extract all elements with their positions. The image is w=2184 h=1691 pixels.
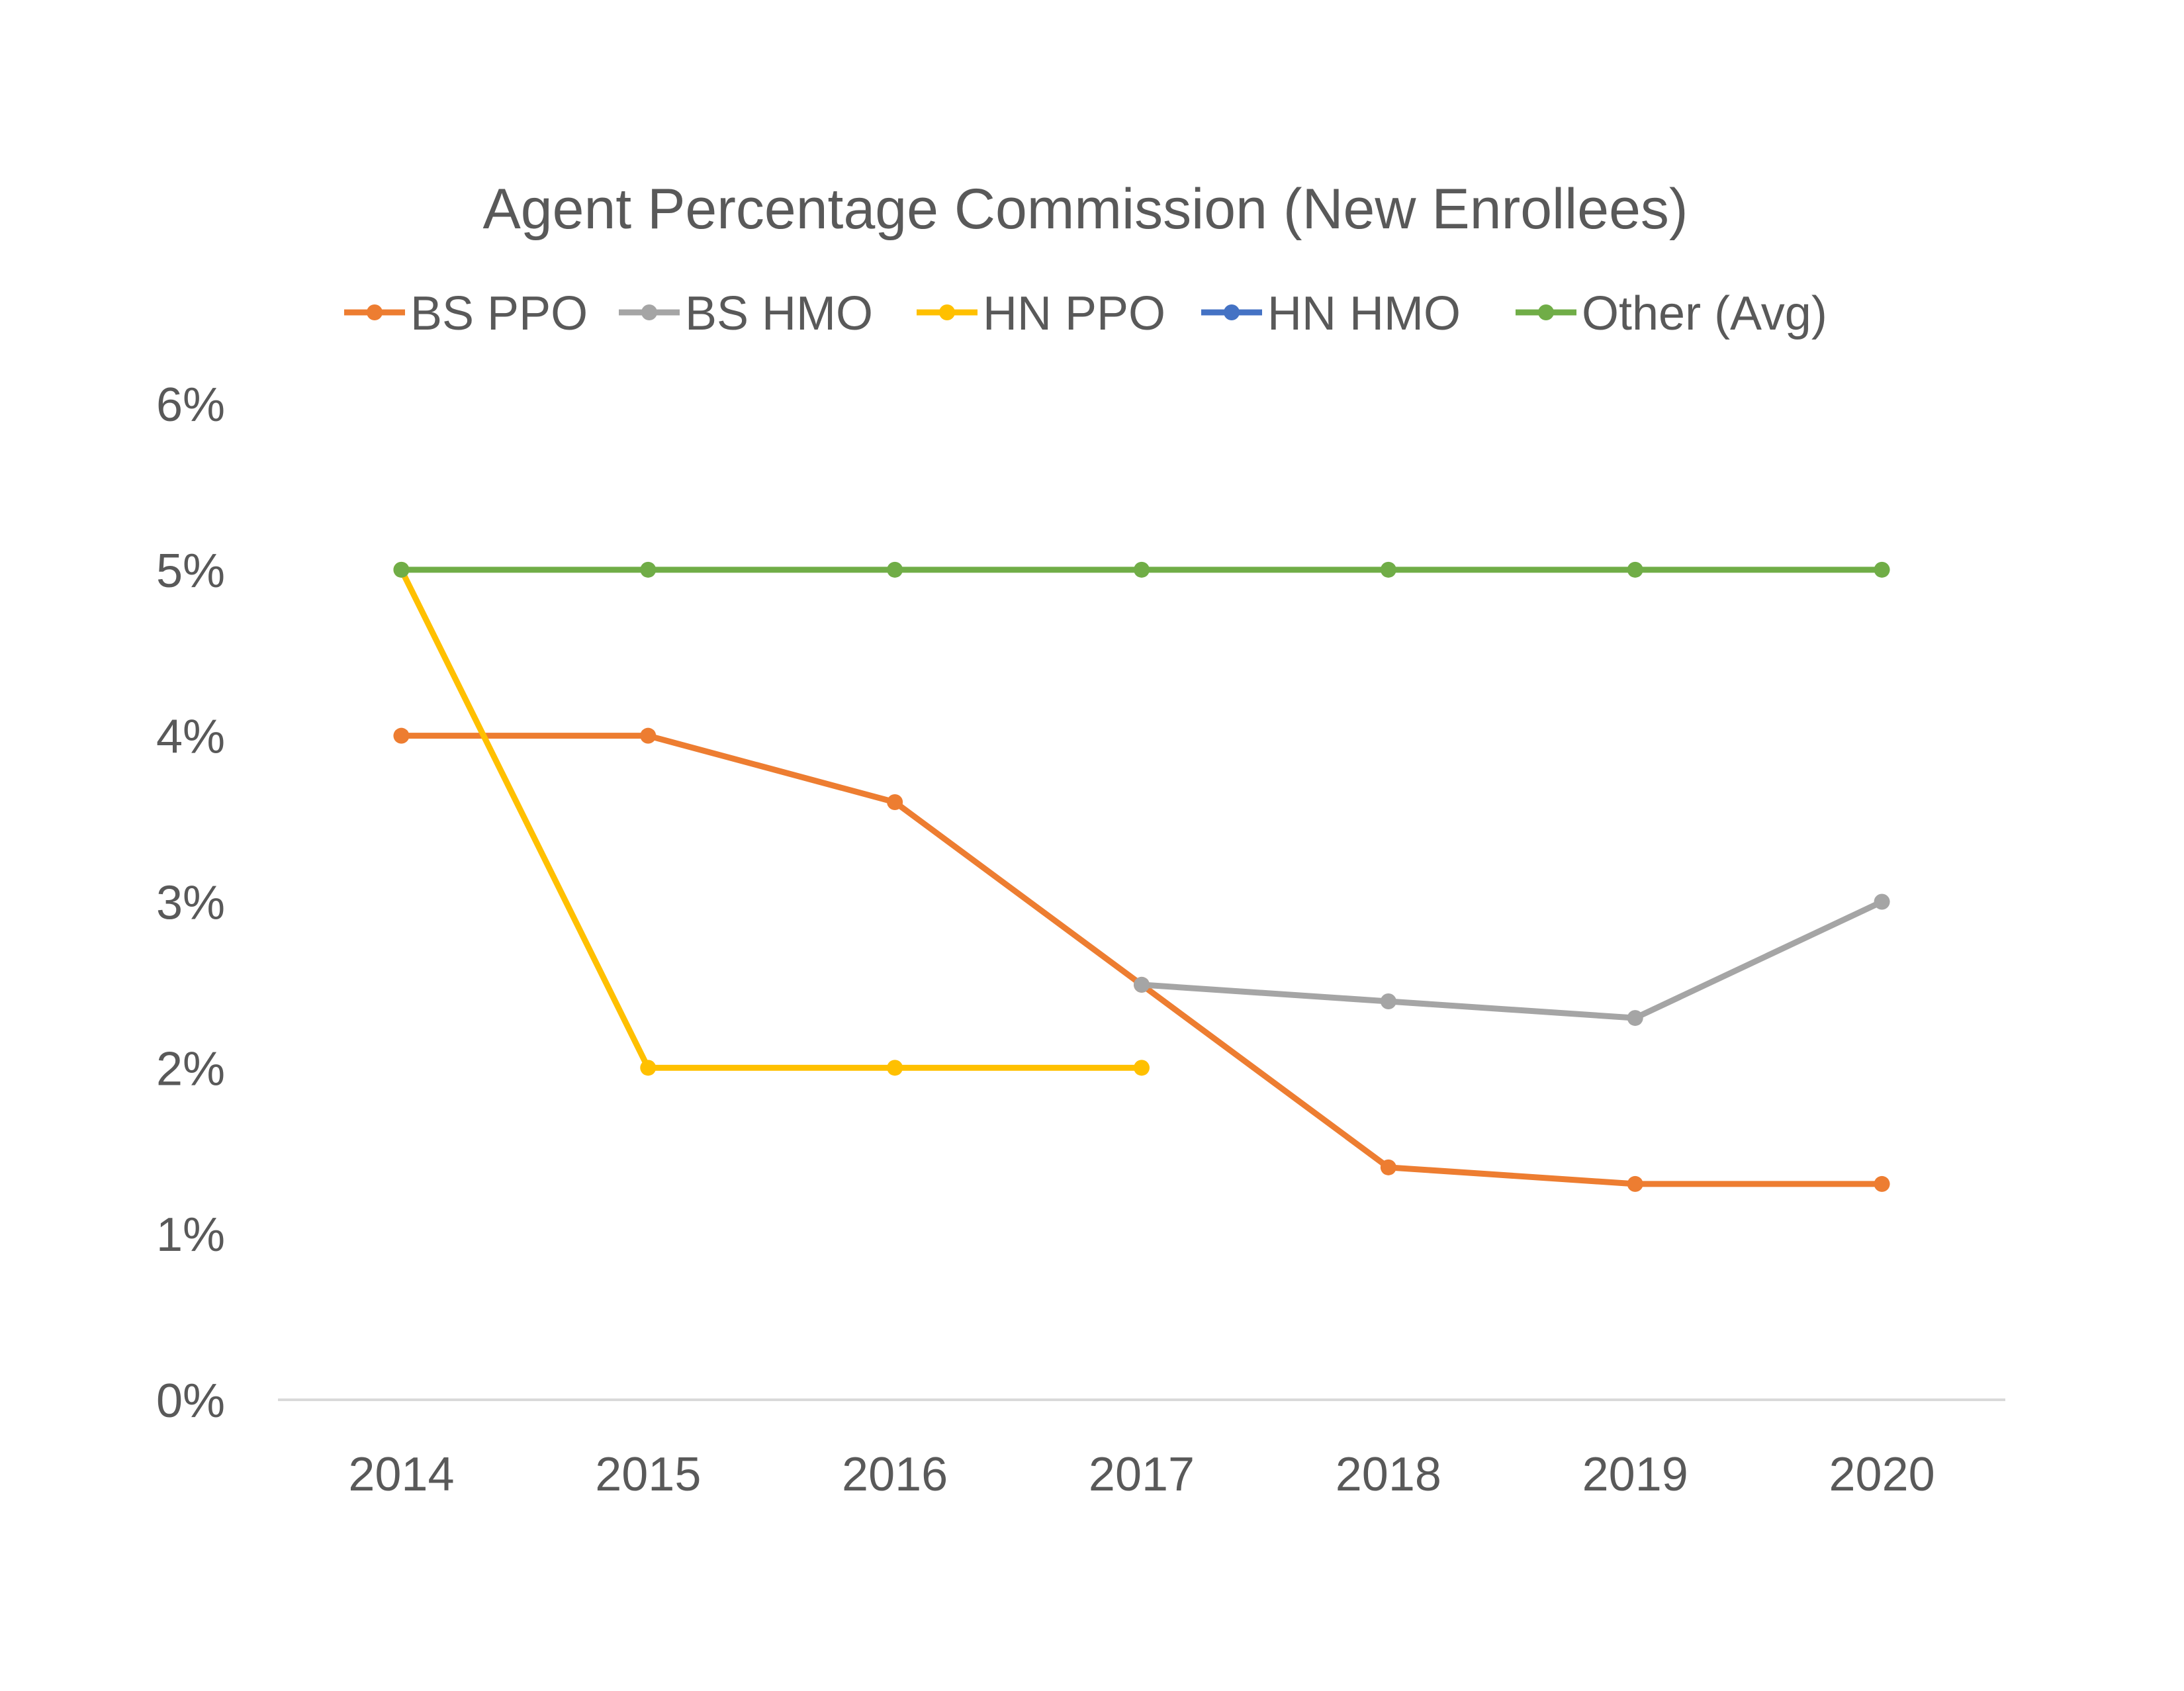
data-point bbox=[1874, 893, 1890, 910]
data-point bbox=[887, 794, 903, 810]
data-point bbox=[640, 1060, 657, 1076]
data-point bbox=[640, 561, 657, 578]
legend-swatch-marker bbox=[1538, 304, 1554, 320]
legend-label: BS HMO bbox=[685, 287, 873, 340]
data-point bbox=[887, 1060, 903, 1076]
legend-label: BS PPO bbox=[410, 287, 588, 340]
x-tick-label: 2020 bbox=[1829, 1448, 1934, 1501]
legend-swatch-marker bbox=[939, 304, 955, 320]
x-axis: 2014 2015 2016 2017 2018 2019 2020 bbox=[278, 1398, 2005, 1501]
legend-item: BS HMO bbox=[619, 287, 873, 340]
data-point bbox=[1134, 1060, 1150, 1076]
data-point bbox=[1627, 1175, 1643, 1192]
x-tick-label: 2016 bbox=[842, 1448, 948, 1501]
legend-swatch-marker bbox=[1224, 304, 1240, 320]
x-tick-label: 2019 bbox=[1582, 1448, 1688, 1501]
series-line bbox=[398, 567, 1145, 1071]
legend-item: BS PPO bbox=[344, 287, 588, 340]
legend-item: HN PPO bbox=[917, 287, 1165, 340]
y-tick-label: 0% bbox=[156, 1375, 225, 1428]
data-point bbox=[1874, 1175, 1890, 1192]
series-points bbox=[393, 561, 1890, 1192]
legend-label: Other (Avg) bbox=[1582, 287, 1827, 340]
series-line bbox=[398, 733, 1886, 1187]
data-point bbox=[1380, 1159, 1396, 1175]
legend-swatch-marker bbox=[367, 304, 383, 320]
chart-title: Agent Percentage Commission (New Enrolle… bbox=[482, 177, 1688, 241]
data-point bbox=[1134, 561, 1150, 578]
legend-item: Other (Avg) bbox=[1516, 287, 1827, 340]
data-point bbox=[1627, 1010, 1643, 1027]
y-tick-label: 2% bbox=[156, 1042, 225, 1095]
legend: BS PPO BS HMO HN PPO HN HMO Other (Avg) bbox=[344, 287, 1827, 340]
data-point bbox=[393, 727, 410, 744]
y-tick-label: 5% bbox=[156, 545, 225, 598]
data-point bbox=[640, 727, 657, 744]
series-lines bbox=[398, 567, 1886, 1187]
x-tick-label: 2015 bbox=[595, 1448, 701, 1501]
x-tick-label: 2017 bbox=[1089, 1448, 1195, 1501]
series-line bbox=[1138, 899, 1886, 1021]
data-point bbox=[887, 561, 903, 578]
data-point bbox=[1874, 561, 1890, 578]
y-tick-label: 6% bbox=[156, 379, 225, 432]
data-point bbox=[1134, 976, 1150, 993]
data-point bbox=[1380, 993, 1396, 1009]
x-tick-label: 2018 bbox=[1336, 1448, 1441, 1501]
data-point bbox=[1627, 561, 1643, 578]
y-axis: 0% 1% 2% 3% 4% 5% 6% bbox=[156, 379, 225, 1428]
legend-item: HN HMO bbox=[1201, 287, 1461, 340]
x-tick-label: 2014 bbox=[348, 1448, 454, 1501]
data-point bbox=[1380, 561, 1396, 578]
y-tick-label: 4% bbox=[156, 711, 225, 764]
y-tick-label: 3% bbox=[156, 877, 225, 930]
legend-swatch-marker bbox=[641, 304, 657, 320]
legend-label: HN HMO bbox=[1267, 287, 1461, 340]
legend-label: HN PPO bbox=[983, 287, 1165, 340]
data-point bbox=[393, 561, 410, 578]
y-tick-label: 1% bbox=[156, 1209, 225, 1261]
